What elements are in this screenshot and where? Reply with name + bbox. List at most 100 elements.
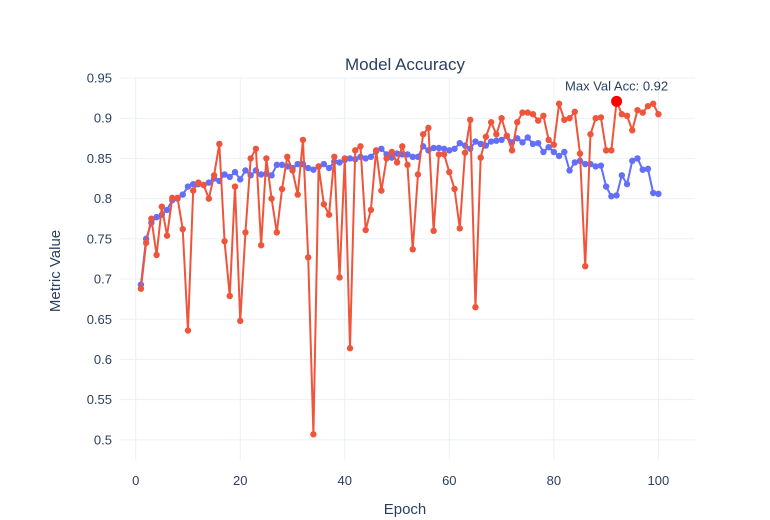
data-point xyxy=(582,160,589,168)
data-point xyxy=(529,110,537,118)
data-point xyxy=(446,147,453,154)
data-point xyxy=(341,155,348,162)
data-point xyxy=(189,187,197,194)
data-point xyxy=(179,225,186,233)
data-point xyxy=(367,153,375,161)
data-point xyxy=(310,431,317,438)
data-point xyxy=(205,179,213,186)
y-tick-label: 0.7 xyxy=(94,272,112,287)
data-point xyxy=(184,183,192,190)
data-point xyxy=(169,194,176,202)
data-point xyxy=(263,155,270,162)
data-point xyxy=(231,168,239,176)
data-point xyxy=(634,106,641,114)
data-point xyxy=(545,136,552,144)
y-tick-label: 0.75 xyxy=(87,231,112,246)
data-point xyxy=(566,167,573,174)
chart-title: Model Accuracy xyxy=(345,55,465,74)
data-point xyxy=(639,109,646,116)
x-tick-label: 40 xyxy=(338,473,352,488)
data-point xyxy=(268,195,275,202)
data-point xyxy=(644,165,652,173)
data-point xyxy=(268,172,275,179)
data-point xyxy=(493,137,500,144)
data-point xyxy=(618,172,626,179)
data-point xyxy=(142,239,150,247)
data-point xyxy=(430,227,437,234)
data-point xyxy=(336,274,343,281)
data-point xyxy=(514,119,521,126)
data-point xyxy=(456,139,463,147)
data-point xyxy=(393,159,401,166)
data-point xyxy=(163,206,171,214)
data-point xyxy=(524,109,531,116)
data-point xyxy=(205,195,213,202)
grid-lines xyxy=(120,77,695,460)
data-point xyxy=(299,136,307,144)
x-tick-label: 60 xyxy=(442,473,456,488)
data-point xyxy=(325,211,333,218)
data-point xyxy=(388,148,396,156)
data-point xyxy=(498,136,505,144)
y-tick-label: 0.6 xyxy=(94,352,112,367)
data-point xyxy=(419,131,427,138)
data-point xyxy=(320,201,328,208)
data-point xyxy=(231,183,239,190)
data-point xyxy=(383,155,390,162)
data-point xyxy=(216,140,223,148)
data-point xyxy=(352,147,359,154)
data-point xyxy=(257,171,265,178)
y-axis-title: Metric Value xyxy=(47,230,64,312)
data-point xyxy=(498,115,505,122)
data-point xyxy=(634,155,641,162)
data-point xyxy=(195,179,202,186)
data-point xyxy=(540,112,547,120)
data-point xyxy=(629,127,636,134)
data-point xyxy=(304,254,312,261)
data-point xyxy=(519,109,526,116)
data-point xyxy=(508,147,516,154)
data-point xyxy=(357,143,364,150)
data-point xyxy=(346,345,354,352)
y-tick-label: 0.85 xyxy=(87,151,112,166)
data-point xyxy=(179,191,186,198)
data-point xyxy=(184,327,192,334)
y-tick-label: 0.55 xyxy=(87,392,112,407)
data-point xyxy=(623,180,631,188)
data-point xyxy=(623,112,631,120)
data-point xyxy=(367,206,375,214)
data-point xyxy=(618,110,626,118)
data-point xyxy=(503,132,511,140)
data-point xyxy=(561,116,568,124)
series-2 xyxy=(137,98,662,438)
data-point xyxy=(331,153,338,161)
data-point xyxy=(378,145,385,152)
data-point xyxy=(529,140,537,148)
data-point xyxy=(519,139,526,146)
data-point xyxy=(153,213,160,221)
data-point xyxy=(649,100,657,107)
data-point xyxy=(137,285,145,292)
data-point xyxy=(592,163,599,170)
data-point xyxy=(304,164,312,172)
data-point xyxy=(629,157,636,165)
data-point xyxy=(252,145,260,152)
data-point xyxy=(430,144,437,152)
data-point xyxy=(456,225,463,232)
data-point xyxy=(608,147,615,154)
x-axis-title: Epoch xyxy=(384,501,427,518)
data-point xyxy=(545,143,552,151)
max-val-marker xyxy=(611,95,623,107)
data-point xyxy=(284,153,291,161)
data-point xyxy=(592,115,599,122)
data-point xyxy=(597,162,605,169)
data-point xyxy=(257,242,265,249)
y-tick-label: 0.95 xyxy=(87,71,112,86)
data-point xyxy=(602,183,610,190)
data-point xyxy=(221,171,228,178)
data-point xyxy=(320,160,328,168)
data-point xyxy=(477,140,484,148)
data-point xyxy=(472,138,479,145)
data-point xyxy=(362,226,369,234)
